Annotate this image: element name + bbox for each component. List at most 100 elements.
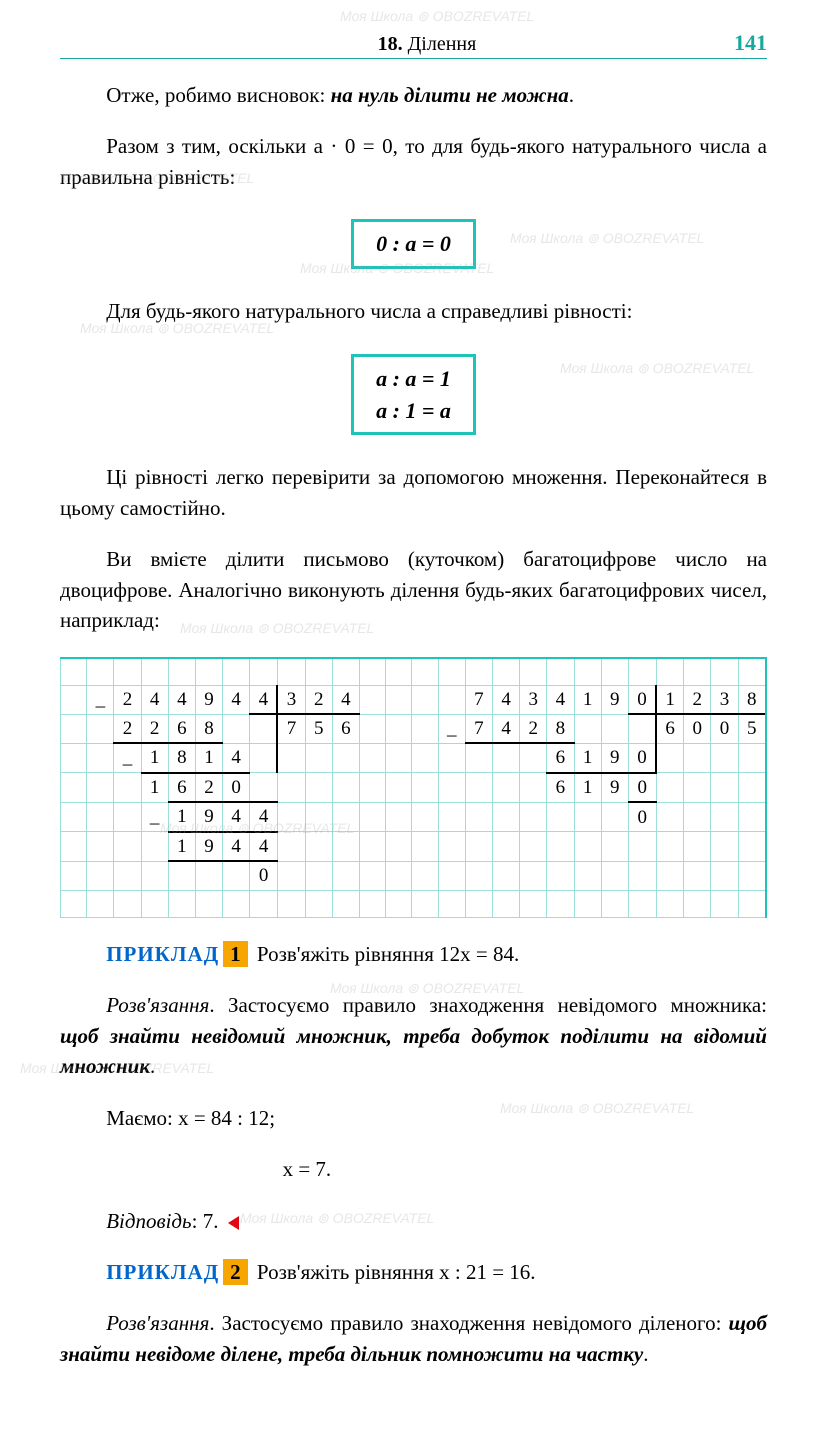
grid-cell — [465, 773, 492, 803]
grid-cell — [520, 802, 547, 832]
grid-cell — [386, 861, 412, 890]
grid-cell — [493, 890, 520, 917]
grid-cell: 4 — [250, 685, 278, 714]
grid-cell — [412, 861, 438, 890]
grid-cell: 6 — [168, 773, 195, 803]
grid-cell — [628, 861, 656, 890]
grid-cell: 2 — [520, 714, 547, 743]
grid-cell — [628, 832, 656, 862]
grid-cell — [628, 714, 656, 743]
chapter-title: 18. Ділення — [120, 33, 734, 56]
grid-cell: 9 — [195, 685, 222, 714]
grid-cell: 0 — [628, 802, 656, 832]
grid-cell — [738, 659, 765, 686]
grid-cell: 6 — [547, 773, 574, 803]
grid-cell — [61, 802, 87, 832]
grid-cell — [684, 743, 711, 773]
grid-cell — [438, 832, 465, 862]
grid-cell — [386, 890, 412, 917]
example-number: 2 — [223, 1259, 248, 1285]
grid-cell — [114, 832, 141, 862]
grid-cell — [386, 685, 412, 714]
grid-cell: 8 — [168, 743, 195, 773]
grid-cell: 0 — [628, 743, 656, 773]
example-1: ПРИКЛАД1 Розв'яжіть рівняння 12x = 84. — [60, 939, 767, 969]
grid-cell: 0 — [223, 773, 250, 803]
grid-cell — [574, 890, 601, 917]
grid-cell — [305, 832, 332, 862]
grid-cell — [412, 714, 438, 743]
grid-cell — [305, 743, 332, 773]
grid-cell — [250, 773, 278, 803]
example-1-calc1: Маємо: x = 84 : 12; — [60, 1103, 767, 1133]
grid-cell — [332, 861, 359, 890]
grid-cell — [386, 714, 412, 743]
grid-cell — [520, 861, 547, 890]
grid-cell — [738, 890, 765, 917]
grid-cell — [738, 743, 765, 773]
grid-cell — [223, 861, 250, 890]
grid-cell — [61, 743, 87, 773]
grid-cell: _ — [114, 743, 141, 773]
grid-cell: 2 — [684, 685, 711, 714]
grid-cell — [359, 714, 385, 743]
grid-cell: 3 — [277, 685, 305, 714]
grid-cell — [547, 861, 574, 890]
example-2-solution: Розв'язання. Застосуємо правило знаходже… — [60, 1308, 767, 1369]
grid-cell — [465, 832, 492, 862]
grid-cell: _ — [438, 714, 465, 743]
grid-cell — [412, 773, 438, 803]
grid-cell — [493, 832, 520, 862]
grid-cell: 1 — [168, 832, 195, 862]
grid-cell: 6 — [168, 714, 195, 743]
grid-cell — [114, 659, 141, 686]
para-2: Разом з тим, оскільки a · 0 = 0, то для … — [60, 131, 767, 192]
grid-cell — [332, 832, 359, 862]
grid-cell: 2 — [114, 714, 141, 743]
grid-cell — [656, 659, 684, 686]
grid-cell — [520, 743, 547, 773]
grid-cell: 4 — [223, 832, 250, 862]
grid-cell — [168, 890, 195, 917]
grid-cell — [684, 832, 711, 862]
grid-cell — [250, 743, 278, 773]
grid-cell — [601, 890, 628, 917]
grid-cell — [656, 861, 684, 890]
grid-cell: 8 — [547, 714, 574, 743]
grid-cell: 2 — [114, 685, 141, 714]
grid-cell — [141, 890, 168, 917]
grid-cell: 9 — [601, 743, 628, 773]
grid-cell — [359, 861, 385, 890]
grid-cell — [574, 714, 601, 743]
grid-cell — [684, 861, 711, 890]
grid-cell: 4 — [250, 802, 278, 832]
grid-cell — [277, 890, 305, 917]
grid-cell — [61, 659, 87, 686]
grid-cell — [601, 659, 628, 686]
grid-cell — [168, 659, 195, 686]
grid-cell — [386, 773, 412, 803]
grid-cell — [305, 802, 332, 832]
grid-cell: 4 — [332, 685, 359, 714]
grid-cell — [438, 743, 465, 773]
grid-cell — [738, 773, 765, 803]
grid-cell — [465, 743, 492, 773]
example-2: ПРИКЛАД2 Розв'яжіть рівняння x : 21 = 16… — [60, 1257, 767, 1287]
example-1-answer: Відповідь: 7. — [60, 1206, 767, 1236]
grid-cell — [359, 659, 385, 686]
grid-cell — [656, 832, 684, 862]
grid-cell — [684, 659, 711, 686]
grid-cell: 4 — [168, 685, 195, 714]
grid-cell: 2 — [195, 773, 222, 803]
para-4: Ці рівності легко перевірити за допомого… — [60, 462, 767, 523]
grid-cell — [277, 659, 305, 686]
grid-cell — [277, 861, 305, 890]
grid-cell: 0 — [628, 773, 656, 803]
grid-cell — [359, 773, 385, 803]
grid-cell — [114, 861, 141, 890]
grid-cell — [87, 861, 114, 890]
grid-cell: 1 — [574, 773, 601, 803]
example-1-solution: Розв'язання. Застосуємо правило знаходже… — [60, 990, 767, 1081]
grid-cell — [114, 802, 141, 832]
grid-cell — [438, 685, 465, 714]
